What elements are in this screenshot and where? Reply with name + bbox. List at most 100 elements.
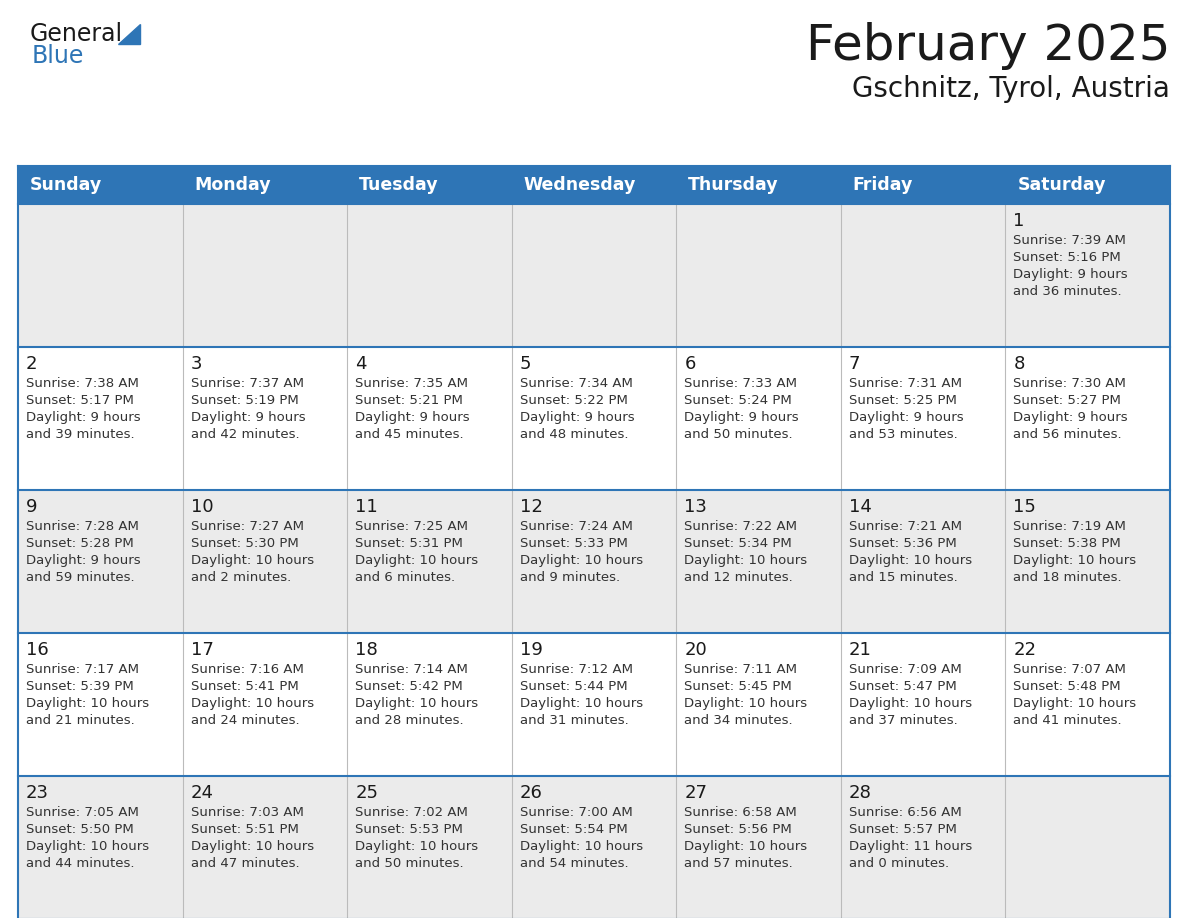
Text: 21: 21 xyxy=(849,641,872,659)
Text: Sunrise: 7:24 AM: Sunrise: 7:24 AM xyxy=(519,520,632,533)
Text: Sunset: 5:25 PM: Sunset: 5:25 PM xyxy=(849,394,956,407)
Text: 5: 5 xyxy=(519,355,531,373)
Text: Sunrise: 6:58 AM: Sunrise: 6:58 AM xyxy=(684,806,797,819)
Text: Sunset: 5:47 PM: Sunset: 5:47 PM xyxy=(849,680,956,693)
Text: 7: 7 xyxy=(849,355,860,373)
Text: Sunrise: 7:17 AM: Sunrise: 7:17 AM xyxy=(26,663,139,676)
Text: Daylight: 10 hours: Daylight: 10 hours xyxy=(1013,697,1137,710)
Text: Daylight: 10 hours: Daylight: 10 hours xyxy=(519,554,643,567)
Text: and 31 minutes.: and 31 minutes. xyxy=(519,714,628,727)
Text: and 0 minutes.: and 0 minutes. xyxy=(849,857,949,870)
Text: 13: 13 xyxy=(684,498,707,516)
Text: and 37 minutes.: and 37 minutes. xyxy=(849,714,958,727)
Text: Sunset: 5:34 PM: Sunset: 5:34 PM xyxy=(684,537,792,550)
Text: Sunset: 5:30 PM: Sunset: 5:30 PM xyxy=(190,537,298,550)
Text: Daylight: 9 hours: Daylight: 9 hours xyxy=(355,411,469,424)
Text: Sunrise: 7:07 AM: Sunrise: 7:07 AM xyxy=(1013,663,1126,676)
Bar xyxy=(18,776,1170,918)
Text: Daylight: 9 hours: Daylight: 9 hours xyxy=(1013,268,1129,281)
Text: Daylight: 10 hours: Daylight: 10 hours xyxy=(849,697,972,710)
Text: Tuesday: Tuesday xyxy=(359,176,438,194)
Text: and 2 minutes.: and 2 minutes. xyxy=(190,571,291,584)
Text: and 15 minutes.: and 15 minutes. xyxy=(849,571,958,584)
Text: Sunset: 5:28 PM: Sunset: 5:28 PM xyxy=(26,537,134,550)
Text: and 36 minutes.: and 36 minutes. xyxy=(1013,285,1121,298)
Text: Sunset: 5:53 PM: Sunset: 5:53 PM xyxy=(355,823,463,836)
Text: Daylight: 10 hours: Daylight: 10 hours xyxy=(26,697,150,710)
Text: and 6 minutes.: and 6 minutes. xyxy=(355,571,455,584)
Text: Sunrise: 7:03 AM: Sunrise: 7:03 AM xyxy=(190,806,303,819)
Text: and 48 minutes.: and 48 minutes. xyxy=(519,428,628,441)
Text: Daylight: 9 hours: Daylight: 9 hours xyxy=(26,554,140,567)
Text: 22: 22 xyxy=(1013,641,1036,659)
Text: Sunrise: 7:33 AM: Sunrise: 7:33 AM xyxy=(684,377,797,390)
Text: February 2025: February 2025 xyxy=(805,22,1170,70)
Text: Sunrise: 7:02 AM: Sunrise: 7:02 AM xyxy=(355,806,468,819)
Text: Daylight: 9 hours: Daylight: 9 hours xyxy=(26,411,140,424)
Text: 26: 26 xyxy=(519,784,543,802)
Text: Thursday: Thursday xyxy=(688,176,779,194)
Text: Sunrise: 7:12 AM: Sunrise: 7:12 AM xyxy=(519,663,633,676)
Text: Sunset: 5:44 PM: Sunset: 5:44 PM xyxy=(519,680,627,693)
Text: and 53 minutes.: and 53 minutes. xyxy=(849,428,958,441)
Text: Daylight: 9 hours: Daylight: 9 hours xyxy=(849,411,963,424)
Text: Sunset: 5:42 PM: Sunset: 5:42 PM xyxy=(355,680,463,693)
Text: 4: 4 xyxy=(355,355,367,373)
Text: and 12 minutes.: and 12 minutes. xyxy=(684,571,794,584)
Bar xyxy=(18,490,1170,633)
Text: Sunrise: 7:30 AM: Sunrise: 7:30 AM xyxy=(1013,377,1126,390)
Text: Sunset: 5:39 PM: Sunset: 5:39 PM xyxy=(26,680,134,693)
Text: Daylight: 10 hours: Daylight: 10 hours xyxy=(355,697,479,710)
Bar xyxy=(18,166,1170,204)
Text: Sunday: Sunday xyxy=(30,176,102,194)
Text: Daylight: 10 hours: Daylight: 10 hours xyxy=(190,840,314,853)
Text: Sunrise: 7:11 AM: Sunrise: 7:11 AM xyxy=(684,663,797,676)
Text: Daylight: 9 hours: Daylight: 9 hours xyxy=(684,411,798,424)
Text: Sunrise: 7:38 AM: Sunrise: 7:38 AM xyxy=(26,377,139,390)
Text: Sunrise: 7:25 AM: Sunrise: 7:25 AM xyxy=(355,520,468,533)
Text: Sunrise: 7:22 AM: Sunrise: 7:22 AM xyxy=(684,520,797,533)
Text: Sunset: 5:45 PM: Sunset: 5:45 PM xyxy=(684,680,792,693)
Polygon shape xyxy=(118,24,140,44)
Text: 12: 12 xyxy=(519,498,543,516)
Text: Sunset: 5:41 PM: Sunset: 5:41 PM xyxy=(190,680,298,693)
Text: and 42 minutes.: and 42 minutes. xyxy=(190,428,299,441)
Text: Sunset: 5:24 PM: Sunset: 5:24 PM xyxy=(684,394,792,407)
Text: Sunset: 5:36 PM: Sunset: 5:36 PM xyxy=(849,537,956,550)
Text: Sunset: 5:57 PM: Sunset: 5:57 PM xyxy=(849,823,956,836)
Text: Sunset: 5:54 PM: Sunset: 5:54 PM xyxy=(519,823,627,836)
Text: Sunrise: 7:37 AM: Sunrise: 7:37 AM xyxy=(190,377,304,390)
Text: 24: 24 xyxy=(190,784,214,802)
Text: Sunrise: 7:35 AM: Sunrise: 7:35 AM xyxy=(355,377,468,390)
Text: Blue: Blue xyxy=(32,44,84,68)
Bar xyxy=(18,633,1170,776)
Text: and 50 minutes.: and 50 minutes. xyxy=(684,428,792,441)
Text: Daylight: 10 hours: Daylight: 10 hours xyxy=(190,554,314,567)
Text: Sunset: 5:31 PM: Sunset: 5:31 PM xyxy=(355,537,463,550)
Text: and 45 minutes.: and 45 minutes. xyxy=(355,428,463,441)
Text: Friday: Friday xyxy=(853,176,914,194)
Text: Daylight: 10 hours: Daylight: 10 hours xyxy=(519,697,643,710)
Text: and 34 minutes.: and 34 minutes. xyxy=(684,714,792,727)
Text: 1: 1 xyxy=(1013,212,1025,230)
Text: General: General xyxy=(30,22,124,46)
Text: 6: 6 xyxy=(684,355,696,373)
Text: 18: 18 xyxy=(355,641,378,659)
Text: and 21 minutes.: and 21 minutes. xyxy=(26,714,134,727)
Text: 28: 28 xyxy=(849,784,872,802)
Text: Sunrise: 7:00 AM: Sunrise: 7:00 AM xyxy=(519,806,632,819)
Text: 17: 17 xyxy=(190,641,214,659)
Text: and 57 minutes.: and 57 minutes. xyxy=(684,857,794,870)
Text: and 50 minutes.: and 50 minutes. xyxy=(355,857,463,870)
Text: and 54 minutes.: and 54 minutes. xyxy=(519,857,628,870)
Text: Daylight: 10 hours: Daylight: 10 hours xyxy=(26,840,150,853)
Text: 10: 10 xyxy=(190,498,213,516)
Text: 3: 3 xyxy=(190,355,202,373)
Text: and 28 minutes.: and 28 minutes. xyxy=(355,714,463,727)
Text: Daylight: 10 hours: Daylight: 10 hours xyxy=(519,840,643,853)
Text: Sunset: 5:56 PM: Sunset: 5:56 PM xyxy=(684,823,792,836)
Text: 19: 19 xyxy=(519,641,543,659)
Text: Sunrise: 7:34 AM: Sunrise: 7:34 AM xyxy=(519,377,632,390)
Text: Sunrise: 7:28 AM: Sunrise: 7:28 AM xyxy=(26,520,139,533)
Text: Monday: Monday xyxy=(195,176,271,194)
